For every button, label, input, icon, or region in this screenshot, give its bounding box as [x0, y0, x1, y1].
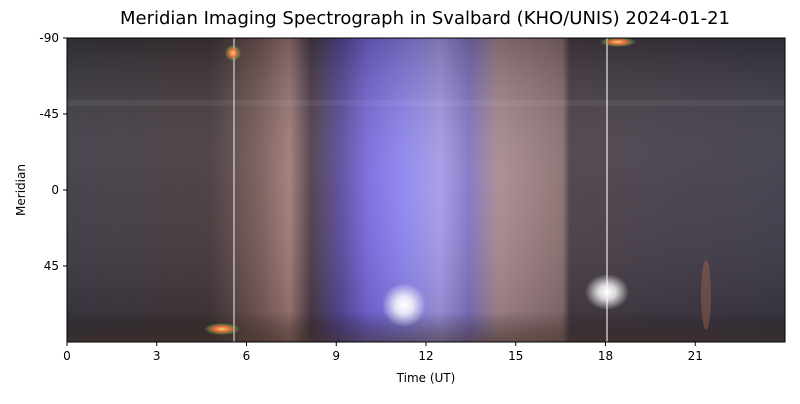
x-tick-label: 0 — [63, 349, 71, 363]
y-tick-label: -90 — [39, 31, 59, 45]
x-tick-label: 9 — [332, 349, 340, 363]
x-axis-label: Time (UT) — [396, 371, 456, 385]
y-tick-label: 45 — [44, 259, 59, 273]
x-tick-label: 6 — [243, 349, 251, 363]
x-tick-label: 18 — [598, 349, 613, 363]
y-tick-label: 0 — [51, 183, 59, 197]
x-tick-label: 3 — [153, 349, 161, 363]
x-tick-label: 12 — [418, 349, 433, 363]
y-tick-label: -45 — [39, 107, 59, 121]
x-tick-label: 21 — [688, 349, 703, 363]
y-axis-label: Meridian — [14, 164, 28, 216]
x-tick-label: 15 — [508, 349, 523, 363]
keogram-image — [67, 37, 785, 342]
chart-title: Meridian Imaging Spectrograph in Svalbar… — [120, 8, 730, 29]
